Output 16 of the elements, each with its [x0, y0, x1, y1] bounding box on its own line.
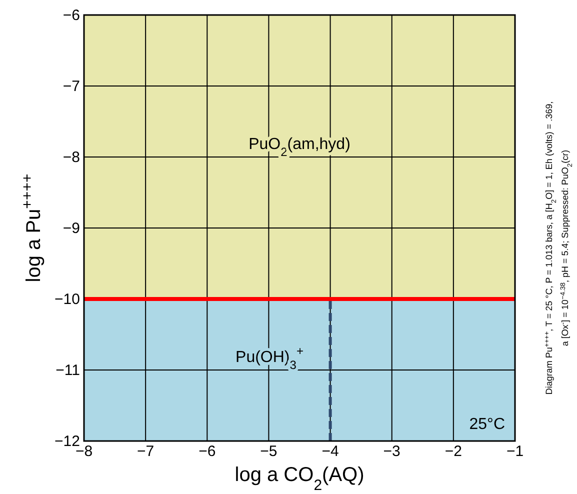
y-tick-label: −12 — [54, 433, 80, 450]
x-tick-label: −1 — [506, 443, 524, 460]
x-tick-label: −4 — [322, 443, 339, 460]
x-tick-label: −7 — [137, 443, 154, 460]
y-tick-label: −10 — [54, 291, 80, 308]
y-tick-label: −6 — [62, 7, 80, 24]
y-tick-label: −9 — [62, 220, 80, 237]
x-axis-title: log a CO$_{2}$(AQ) — [234, 464, 364, 494]
y-tick-label: −8 — [62, 149, 80, 166]
x-tick-label: −6 — [198, 443, 216, 460]
y-tick-label: −7 — [62, 78, 80, 95]
x-tick-label: −2 — [444, 443, 462, 460]
annotation: 25°C — [469, 416, 505, 433]
x-tick-label: −5 — [260, 443, 278, 460]
y-tick-label: −11 — [56, 362, 80, 379]
x-tick-label: −3 — [383, 443, 400, 460]
